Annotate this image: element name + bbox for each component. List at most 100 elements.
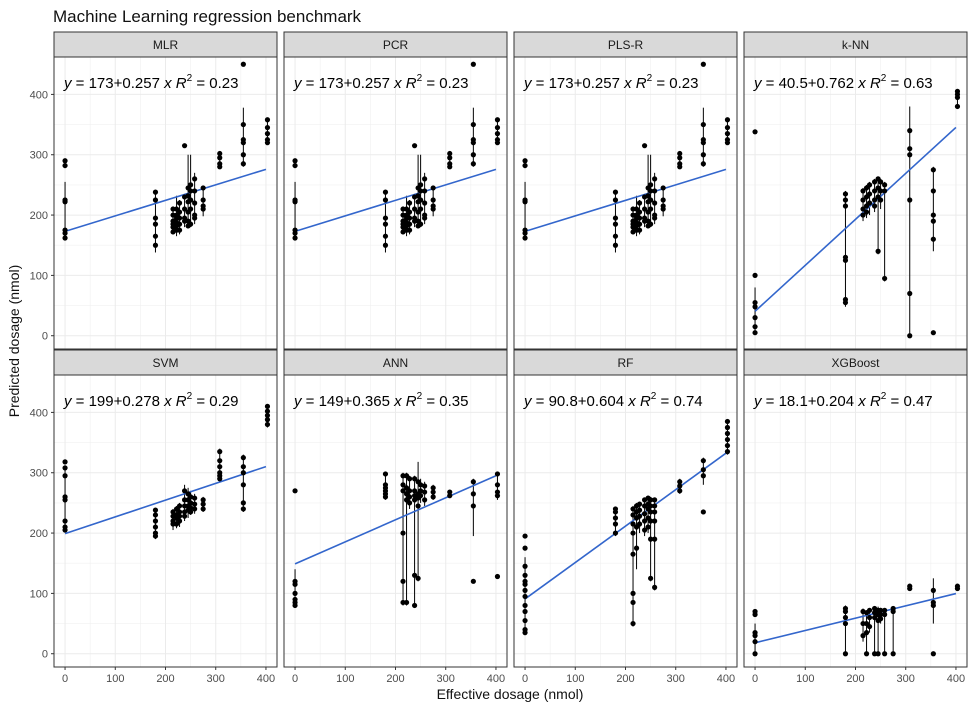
data-point bbox=[176, 503, 183, 509]
regression-line bbox=[294, 168, 497, 233]
data-point bbox=[700, 61, 706, 67]
data-point bbox=[292, 230, 298, 236]
y-tick-label: 200 bbox=[30, 210, 48, 222]
data-point bbox=[752, 324, 758, 330]
data-point bbox=[645, 524, 651, 530]
data-point bbox=[430, 494, 436, 500]
data-point bbox=[866, 182, 873, 188]
data-point bbox=[200, 206, 206, 212]
data-point bbox=[430, 185, 436, 191]
data-point bbox=[882, 182, 888, 188]
data-point bbox=[494, 471, 501, 477]
data-point bbox=[636, 227, 643, 233]
data-point bbox=[292, 235, 298, 241]
data-point bbox=[176, 200, 183, 206]
data-point bbox=[406, 221, 413, 227]
data-point bbox=[648, 497, 654, 503]
data-point bbox=[842, 203, 849, 209]
regression-equation: y = 173+0.257 x R2 = 0.23 bbox=[523, 73, 698, 92]
data-point bbox=[152, 507, 159, 513]
data-point bbox=[470, 578, 476, 584]
data-point bbox=[677, 164, 683, 170]
data-point bbox=[411, 572, 418, 578]
data-point bbox=[422, 200, 428, 206]
data-point bbox=[264, 140, 271, 146]
facet-label: SVM bbox=[152, 356, 178, 370]
data-point bbox=[871, 614, 878, 621]
data-point bbox=[636, 200, 643, 206]
regression-line bbox=[754, 126, 957, 312]
data-point bbox=[217, 458, 223, 464]
data-point bbox=[292, 602, 298, 609]
data-point bbox=[878, 616, 884, 622]
x-tick-label: 100 bbox=[796, 673, 814, 685]
data-point bbox=[240, 455, 246, 461]
data-point bbox=[406, 494, 413, 500]
data-point bbox=[418, 188, 424, 194]
data-point bbox=[954, 585, 961, 592]
x-tick-label: 0 bbox=[522, 673, 528, 685]
data-point bbox=[240, 161, 246, 167]
y-tick-label: 0 bbox=[42, 331, 48, 343]
data-point bbox=[522, 581, 528, 587]
data-point bbox=[907, 128, 913, 134]
data-point bbox=[447, 489, 453, 495]
data-point bbox=[652, 200, 658, 206]
data-point bbox=[652, 215, 658, 221]
data-point bbox=[470, 479, 476, 485]
panel-border bbox=[53, 56, 278, 350]
data-point bbox=[860, 197, 866, 203]
data-point bbox=[200, 197, 206, 203]
data-point bbox=[181, 206, 188, 212]
data-point bbox=[494, 140, 501, 146]
data-point bbox=[652, 536, 658, 542]
data-point bbox=[188, 500, 194, 506]
x-tick-label: 100 bbox=[566, 673, 584, 685]
data-point bbox=[411, 476, 418, 482]
data-point bbox=[860, 206, 866, 212]
x-tick-label: 200 bbox=[846, 673, 864, 685]
y-tick-label: 0 bbox=[42, 649, 48, 661]
data-point bbox=[648, 518, 654, 524]
data-point bbox=[62, 230, 68, 236]
data-point bbox=[860, 212, 866, 218]
data-point bbox=[418, 493, 424, 499]
data-point bbox=[411, 488, 418, 494]
panel-k-nn: k-NN y = 40.5+0.762 x R2 = 0.63 bbox=[743, 31, 968, 350]
data-point bbox=[382, 215, 389, 221]
data-point bbox=[612, 189, 619, 195]
data-point bbox=[494, 573, 501, 580]
data-point bbox=[724, 442, 731, 449]
facet-label: XGBoost bbox=[831, 356, 880, 370]
panel-pcr: PCR y = 173+0.257 x R2 = 0.23 bbox=[283, 31, 508, 350]
data-point bbox=[863, 630, 870, 636]
data-point bbox=[200, 501, 206, 507]
data-point bbox=[641, 518, 648, 524]
data-point bbox=[882, 611, 888, 618]
data-point bbox=[382, 233, 389, 239]
data-point bbox=[62, 158, 68, 164]
data-point bbox=[752, 272, 758, 278]
data-point bbox=[724, 131, 731, 137]
data-point bbox=[522, 617, 528, 624]
data-point bbox=[522, 587, 528, 593]
data-point bbox=[240, 500, 246, 506]
data-point bbox=[192, 501, 198, 507]
data-point bbox=[240, 121, 246, 128]
data-point bbox=[494, 117, 501, 123]
data-point bbox=[447, 164, 453, 170]
data-point bbox=[633, 545, 640, 551]
regression-equation: y = 199+0.278 x R2 = 0.29 bbox=[63, 391, 238, 410]
data-point bbox=[522, 563, 528, 569]
data-point bbox=[648, 509, 654, 515]
data-point bbox=[522, 608, 528, 615]
y-tick-label: 200 bbox=[30, 528, 48, 540]
data-point bbox=[871, 203, 878, 209]
data-point bbox=[907, 290, 913, 297]
x-tick-label: 400 bbox=[717, 673, 735, 685]
data-point bbox=[400, 530, 406, 536]
data-point bbox=[871, 179, 878, 185]
data-point bbox=[863, 209, 870, 215]
data-point bbox=[630, 506, 636, 512]
data-point bbox=[422, 483, 428, 489]
